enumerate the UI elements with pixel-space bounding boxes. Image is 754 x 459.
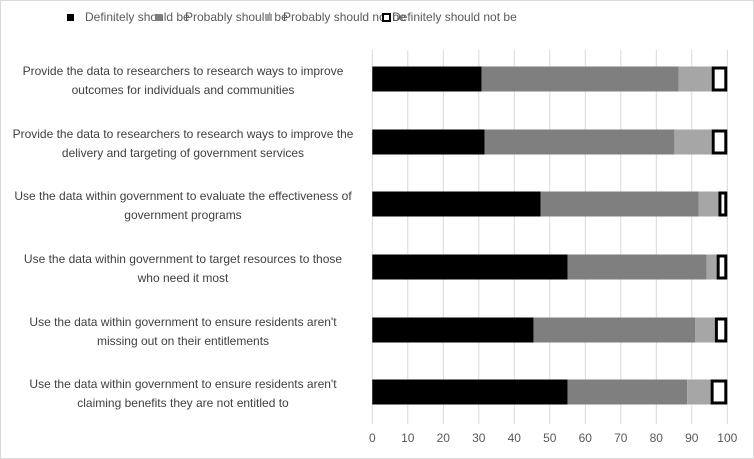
bar-segment-2 [484, 129, 675, 155]
legend-item-probably-should-be: Probably should be [155, 10, 288, 24]
bar-segment-3 [694, 317, 715, 343]
x-tick-label: 10 [401, 431, 415, 445]
legend-label: Definitely should not be [392, 10, 517, 24]
bar-segment-1 [372, 317, 534, 343]
category-label-line: delivery and targeting of government ser… [61, 146, 305, 160]
category-label-line: Provide the data to researchers to resea… [12, 127, 354, 141]
x-tick-label: 100 [717, 431, 737, 445]
x-tick-label: 20 [437, 431, 451, 445]
bar-segment-4 [716, 254, 728, 280]
legend-item-definitely-should-not-be: Definitely should not be [382, 10, 517, 24]
category-label-line: who need it most [137, 271, 229, 285]
category-label-line: claiming benefits they are not entitled … [77, 396, 289, 410]
bar-segment-1 [372, 129, 485, 155]
category-label: Use the data within government to evalua… [3, 187, 363, 225]
x-tick-label: 0 [369, 431, 376, 445]
legend-label: Probably should not be [283, 10, 406, 24]
bar-segment-3 [706, 254, 717, 280]
bar-segment-2 [540, 191, 699, 217]
bar-segment-4 [718, 191, 728, 217]
x-tick-label: 60 [579, 431, 593, 445]
category-label-line: Use the data within government to evalua… [14, 189, 352, 203]
x-tick-label: 70 [614, 431, 628, 445]
bar-segment-2 [567, 379, 688, 405]
category-label-line: Provide the data to researchers to resea… [22, 64, 344, 78]
category-label: Provide the data to researchers to resea… [3, 62, 363, 100]
x-tick-label: 30 [472, 431, 486, 445]
legend-swatch-dark-gray [155, 13, 162, 21]
category-label-line: Use the data within government to ensure… [29, 315, 337, 329]
x-tick-label: 80 [650, 431, 664, 445]
bar-segment-1 [372, 66, 482, 92]
category-label-line: missing out on their entitlements [96, 334, 270, 348]
bar-segment-4 [710, 379, 728, 405]
bar-segment-1 [372, 254, 568, 280]
bar-segment-1 [372, 191, 541, 217]
bar-segment-4 [711, 129, 728, 155]
bar-segment-4 [714, 317, 728, 343]
category-label-line: outcomes for individuals and communities [71, 83, 295, 97]
bar-segment-3 [674, 129, 712, 155]
bar-segment-2 [567, 254, 707, 280]
x-tick-label: 90 [685, 431, 699, 445]
bar-segment-4 [711, 66, 728, 92]
bar-segment-3 [687, 379, 711, 405]
category-label-line: Use the data within government to ensure… [29, 377, 337, 391]
category-label-line: Use the data within government to target… [23, 252, 343, 266]
category-label-line: government programs [124, 208, 242, 222]
legend-item-definitely-should-be: Definitely should be [67, 10, 190, 24]
category-label: Provide the data to researchers to resea… [3, 125, 363, 163]
legend: Definitely should be Probably should be … [0, 10, 754, 30]
bar-segment-2 [533, 317, 695, 343]
legend-label: Definitely should be [85, 10, 190, 24]
legend-swatch-outlined [382, 12, 391, 22]
bar-segment-1 [372, 379, 568, 405]
legend-swatch-light-gray [265, 13, 272, 21]
legend-swatch-black [67, 13, 74, 21]
bar-segment-3 [698, 191, 719, 217]
bar-segment-2 [481, 66, 679, 92]
bar-segment-3 [678, 66, 712, 92]
category-label: Use the data within government to target… [3, 250, 363, 288]
category-label: Use the data within government to ensure… [3, 375, 363, 413]
category-label: Use the data within government to ensure… [3, 313, 363, 351]
x-tick-label: 40 [508, 431, 522, 445]
legend-item-probably-should-not-be: Probably should not be [265, 10, 406, 24]
x-tick-label: 50 [543, 431, 557, 445]
legend-label: Probably should be [185, 10, 288, 24]
